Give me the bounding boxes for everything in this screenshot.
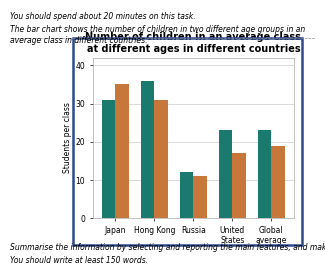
Bar (219, 130, 232, 218)
Title: Number of children in an average class
at different ages in different countries: Number of children in an average class a… (85, 32, 301, 54)
Bar (180, 173, 193, 218)
Bar (271, 146, 285, 218)
Bar (258, 130, 271, 218)
Text: The bar chart shows the number of children in two different age groups in an ave: The bar chart shows the number of childr… (10, 25, 305, 45)
Text: You should write at least 150 words.: You should write at least 150 words. (10, 256, 148, 265)
Bar (141, 81, 154, 218)
Bar (232, 153, 246, 218)
Bar (102, 100, 115, 218)
Bar (115, 84, 129, 218)
Bar (193, 176, 207, 218)
Bar (154, 100, 168, 218)
Text: Summarise the information by selecting and reporting the main features, and make: Summarise the information by selecting a… (10, 243, 325, 252)
Text: You should spend about 20 minutes on this task.: You should spend about 20 minutes on thi… (10, 12, 195, 21)
Y-axis label: Students per class: Students per class (63, 103, 72, 173)
